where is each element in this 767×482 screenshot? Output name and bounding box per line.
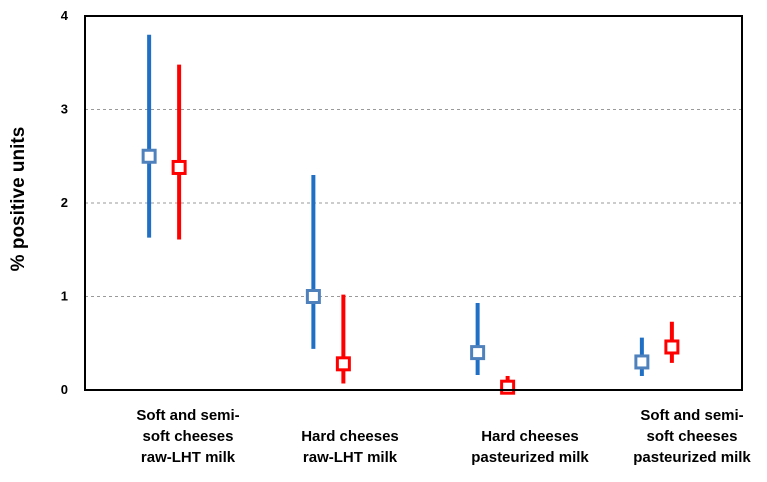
point-s1-c1 [141,148,157,164]
point-s1-c3 [470,345,486,361]
category-label-4: Soft and semi- soft cheeses pasteurized … [633,407,751,466]
point-s1-c4 [634,354,650,370]
y-tick-labels: 0 1 2 3 4 [61,8,69,397]
category-label-1: Soft and semi- soft cheeses raw-LHT milk [136,407,240,466]
data-marks [141,34,680,395]
y-tick-label-2: 2 [61,195,68,210]
y-tick-label-3: 3 [61,102,68,117]
category-label-3: Hard cheeses pasteurized milk [471,428,589,466]
point-s2-c3 [500,379,516,395]
point-s1-c2 [305,289,321,304]
y-tick-label-1: 1 [61,289,68,304]
y-tick-label-0: 0 [61,382,68,397]
gridlines [85,109,742,297]
category-label-2: Hard cheeses raw-LHT milk [301,428,399,466]
point-s2-c2 [335,356,351,372]
plot-frame [84,15,743,391]
y-axis-label: % positive units [8,126,29,272]
point-s2-c1 [171,159,187,175]
y-tick-label-4: 4 [61,8,69,23]
point-s2-c4 [664,339,680,355]
